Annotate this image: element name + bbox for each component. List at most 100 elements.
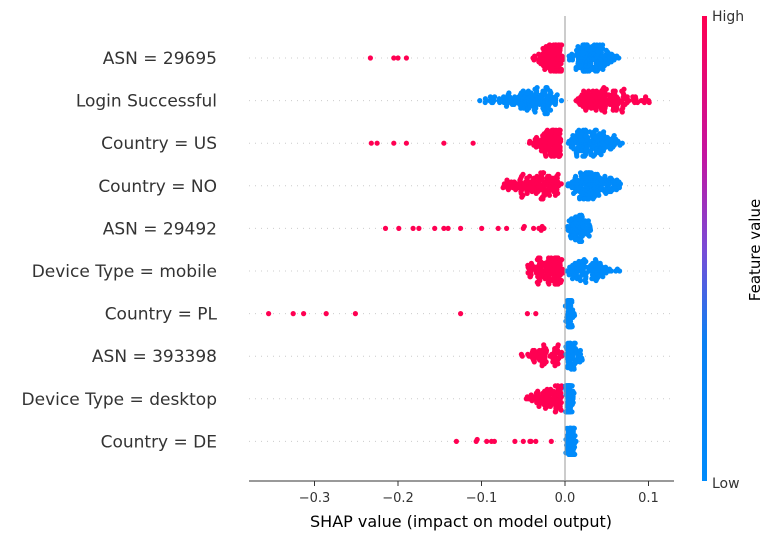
shap-point xyxy=(577,170,584,176)
shap-point xyxy=(524,190,530,196)
shap-point xyxy=(583,68,589,74)
shap-point xyxy=(491,438,497,444)
shap-point xyxy=(352,311,358,317)
shap-point xyxy=(513,187,519,193)
shap-point xyxy=(638,98,644,104)
shap-point xyxy=(566,272,572,278)
shap-point xyxy=(553,42,559,48)
shap-point xyxy=(520,171,526,177)
shap-point xyxy=(559,53,565,59)
shap-point xyxy=(552,363,558,369)
feature-label: ASN = 393398 xyxy=(92,347,217,367)
shap-point xyxy=(532,109,538,115)
x-tick-label: −0.3 xyxy=(299,491,331,506)
shap-point xyxy=(555,153,562,159)
shap-point xyxy=(482,96,488,102)
shap-point xyxy=(528,260,535,266)
shap-point xyxy=(535,188,541,195)
shap-point xyxy=(588,152,594,158)
shap-point xyxy=(600,66,606,72)
shap-point xyxy=(603,190,609,196)
shap-point xyxy=(533,134,540,141)
shap-point xyxy=(290,311,296,317)
shap-point xyxy=(541,342,547,348)
shap-point xyxy=(520,88,527,94)
shap-point xyxy=(586,170,592,176)
shap-point xyxy=(567,264,573,270)
shap-point xyxy=(432,225,438,231)
shap-point xyxy=(559,57,566,63)
shap-point xyxy=(557,127,563,133)
shap-point xyxy=(536,51,542,57)
shap-point xyxy=(558,407,564,413)
shap-point xyxy=(574,153,580,159)
shap-point xyxy=(540,196,546,202)
shap-point xyxy=(580,153,586,159)
shap-point xyxy=(528,438,534,444)
shap-point xyxy=(611,142,617,148)
shap-point xyxy=(559,349,565,355)
shap-point xyxy=(568,144,574,150)
shap-point xyxy=(537,101,543,107)
shap-point xyxy=(391,140,397,146)
shap-point xyxy=(606,266,613,272)
shap-point xyxy=(601,129,607,135)
shap-point xyxy=(533,270,539,276)
shap-point xyxy=(558,98,565,104)
shap-point xyxy=(592,127,598,133)
points-layer xyxy=(266,42,652,457)
shap-point xyxy=(568,216,575,222)
shap-point xyxy=(616,179,622,185)
shap-point xyxy=(553,409,559,415)
shap-point xyxy=(577,347,584,354)
shap-point xyxy=(590,88,596,94)
shap-point xyxy=(542,405,549,411)
shap-point xyxy=(576,99,582,106)
shap-point xyxy=(607,146,613,152)
shap-point xyxy=(570,388,576,394)
shap-point xyxy=(568,366,575,372)
shap-point xyxy=(621,86,627,92)
shap-point xyxy=(540,88,546,94)
shap-point xyxy=(445,225,451,231)
shap-point xyxy=(615,96,621,102)
shap-point xyxy=(565,227,571,233)
shap-point xyxy=(604,134,611,141)
shap-point xyxy=(549,277,556,284)
feature-label: Country = US xyxy=(101,134,217,154)
shap-point xyxy=(533,438,539,444)
shap-point xyxy=(589,44,595,50)
shap-point xyxy=(614,266,621,272)
shap-point xyxy=(546,192,553,198)
shap-point xyxy=(607,101,613,107)
shap-point xyxy=(521,223,527,230)
shap-point xyxy=(512,438,518,444)
shap-point xyxy=(606,92,612,98)
shap-point xyxy=(570,133,576,139)
shap-point xyxy=(542,276,548,282)
feature-rows: ASN = 29695 Login Successful Country = US C… xyxy=(22,49,674,452)
shap-point xyxy=(496,96,502,102)
shap-point xyxy=(536,403,542,409)
shap-point xyxy=(367,55,373,61)
shap-point xyxy=(594,276,600,282)
shap-point xyxy=(611,133,617,139)
shap-point xyxy=(559,257,565,263)
shap-point xyxy=(575,44,581,50)
shap-point xyxy=(577,359,583,365)
shap-point xyxy=(555,171,561,177)
shap-point xyxy=(535,281,541,287)
shap-point xyxy=(569,276,576,282)
shap-point xyxy=(550,388,557,394)
x-tick-label: −0.2 xyxy=(382,491,414,506)
shap-point xyxy=(574,347,580,354)
shap-point xyxy=(501,94,507,100)
shap-point xyxy=(610,107,616,113)
shap-point xyxy=(504,225,510,231)
shap-point xyxy=(516,94,522,100)
shap-point xyxy=(581,88,587,94)
shap-point xyxy=(479,225,485,231)
shap-point xyxy=(554,92,560,98)
shap-point xyxy=(543,153,549,159)
shap-point xyxy=(565,223,571,230)
